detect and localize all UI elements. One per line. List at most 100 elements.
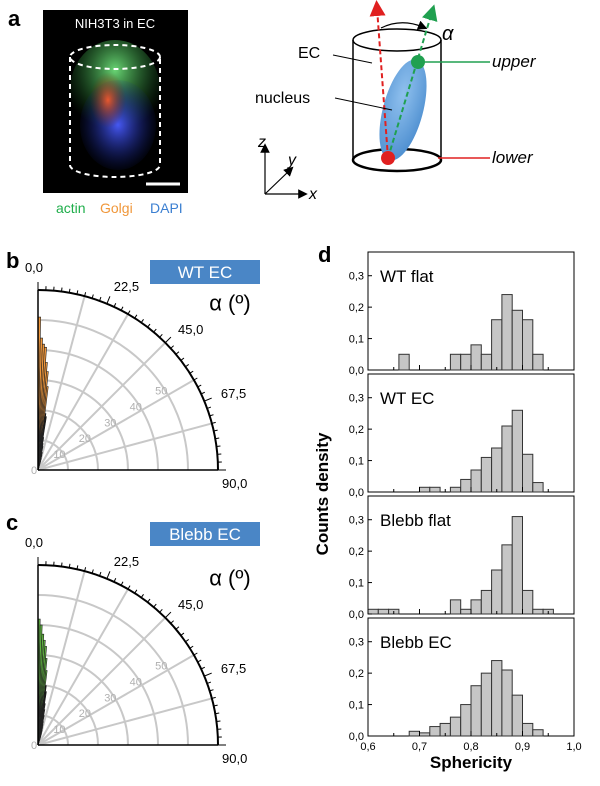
polar-c-tick bbox=[175, 626, 180, 630]
hist-bar bbox=[501, 294, 513, 371]
hist-bar bbox=[501, 425, 513, 493]
polar-b-radial-label: 10 bbox=[53, 449, 65, 461]
hist-bar bbox=[377, 608, 390, 615]
hist-bar bbox=[398, 353, 410, 371]
hist-bar bbox=[449, 353, 462, 371]
hist-ytick-label: 0,1 bbox=[349, 456, 364, 468]
hist-ytick-label: 0,2 bbox=[349, 302, 364, 314]
polar-c-tick bbox=[213, 704, 218, 707]
polar-c-tick bbox=[153, 603, 157, 608]
polar-b-tick bbox=[180, 357, 185, 361]
polar-c-tick bbox=[193, 652, 198, 656]
polar-c-tick bbox=[134, 589, 138, 594]
golgi-signal bbox=[90, 72, 126, 128]
z-axis-label: z bbox=[257, 134, 266, 151]
hist-bar bbox=[480, 456, 493, 493]
polar-b-tick bbox=[213, 429, 218, 432]
polar-b-alpha-label: α (º) bbox=[209, 291, 251, 316]
polar-c-tick bbox=[189, 645, 194, 649]
hist-series-label-3: Blebb EC bbox=[380, 633, 452, 652]
polar-plot-blebb-ec: 0,0 22,5 45,0 67,5 90,0 0 10 20 30 40 50 α (º) bbox=[25, 535, 251, 766]
polar-b-spoke-15 bbox=[37, 295, 86, 471]
hist-bar bbox=[460, 353, 472, 371]
hist-bar bbox=[470, 344, 482, 371]
polar-c-tick bbox=[159, 609, 163, 613]
polar-c-tick bbox=[180, 632, 185, 636]
polar-c-spoke-60 bbox=[37, 654, 195, 746]
hist-bar bbox=[532, 482, 544, 493]
hist-ytick-label: 0,1 bbox=[349, 578, 364, 590]
hist-xtick-label: 0,8 bbox=[463, 741, 478, 753]
polar-b-tick bbox=[211, 421, 216, 424]
polar-c-angle-label: 22,5 bbox=[114, 554, 139, 569]
polar-b-tick bbox=[120, 306, 124, 311]
hist-bar bbox=[460, 478, 472, 493]
nucleus-axis-arrow bbox=[387, 4, 438, 159]
hist-bar bbox=[460, 608, 472, 615]
panel-label-a: a bbox=[8, 6, 21, 31]
polar-c-tick bbox=[113, 578, 117, 583]
lower-label: lower bbox=[492, 148, 534, 167]
polar-b-tick bbox=[209, 414, 214, 417]
polar-b-tick bbox=[164, 336, 172, 344]
wt-ec-tag bbox=[150, 260, 260, 284]
polar-c-angle-label: 67,5 bbox=[221, 661, 246, 676]
hist-bar bbox=[522, 722, 534, 737]
polar-b-radial-label: 40 bbox=[130, 401, 142, 413]
polar-b-tick bbox=[175, 351, 180, 355]
lower-point bbox=[381, 151, 395, 165]
hist-ytick-label: 0,2 bbox=[349, 668, 364, 680]
y-axis-label: y bbox=[287, 152, 297, 169]
alpha-arc bbox=[380, 20, 428, 30]
hist-bar bbox=[522, 453, 534, 493]
polar-c-angle-label: 0,0 bbox=[25, 535, 43, 550]
polar-b-tick bbox=[99, 296, 102, 302]
polar-b-tick bbox=[189, 370, 194, 374]
polar-b-angle-label: 90,0 bbox=[222, 476, 247, 491]
hist-bar bbox=[367, 608, 379, 615]
polar-c-tick bbox=[216, 720, 221, 723]
hist-bar bbox=[491, 569, 503, 615]
hist-ytick-label: 0,3 bbox=[349, 637, 364, 649]
cylinder-body-outline bbox=[69, 57, 161, 178]
hist-bar bbox=[511, 309, 524, 371]
polar-b-angle-label: 67,5 bbox=[221, 386, 246, 401]
polar-b-angle-label: 45,0 bbox=[178, 322, 203, 337]
panel-label-d: d bbox=[318, 242, 331, 267]
polar-b-tick bbox=[153, 328, 157, 333]
polar-b-tick bbox=[127, 310, 131, 315]
polar-b-tick bbox=[91, 294, 94, 299]
polar-b-tick bbox=[76, 290, 79, 295]
polar-b-tick bbox=[170, 345, 174, 349]
micrograph-title: NIH3T3 in EC bbox=[75, 16, 155, 31]
hist-bar bbox=[522, 319, 534, 371]
hist-bar bbox=[532, 608, 544, 615]
hist-bar bbox=[501, 669, 513, 737]
schematic-cylinder-top bbox=[352, 28, 442, 52]
polar-c-spoke-30 bbox=[37, 588, 129, 746]
polar-b-radial-label: 30 bbox=[104, 417, 116, 429]
cylinder-top-outline bbox=[69, 44, 161, 70]
polar-b-tick bbox=[197, 384, 202, 388]
polar-b-tick bbox=[106, 296, 111, 304]
hist-bar bbox=[480, 589, 493, 615]
polar-b-tick bbox=[68, 288, 71, 293]
ec-leader bbox=[332, 54, 373, 64]
polar-b-angle-label: 0,0 bbox=[25, 260, 43, 275]
polar-b-tick bbox=[204, 397, 212, 402]
polar-c-tick bbox=[60, 562, 63, 567]
polar-c-alpha-label: α (º) bbox=[209, 566, 251, 591]
polar-b-tick bbox=[84, 292, 87, 297]
upper-label: upper bbox=[492, 52, 537, 71]
hist-bar bbox=[532, 353, 544, 371]
polar-b-tick bbox=[215, 437, 220, 440]
polar-b-tick bbox=[159, 334, 163, 338]
blebb-ec-tag-text: Blebb EC bbox=[169, 525, 241, 544]
polar-c-tick bbox=[170, 620, 174, 624]
polar-c-tick bbox=[164, 611, 172, 619]
polar-c-tick bbox=[84, 567, 87, 572]
polar-c-radial-label: 50 bbox=[155, 661, 167, 673]
hist-bar bbox=[419, 732, 431, 737]
blebb-ec-tag bbox=[150, 522, 260, 546]
